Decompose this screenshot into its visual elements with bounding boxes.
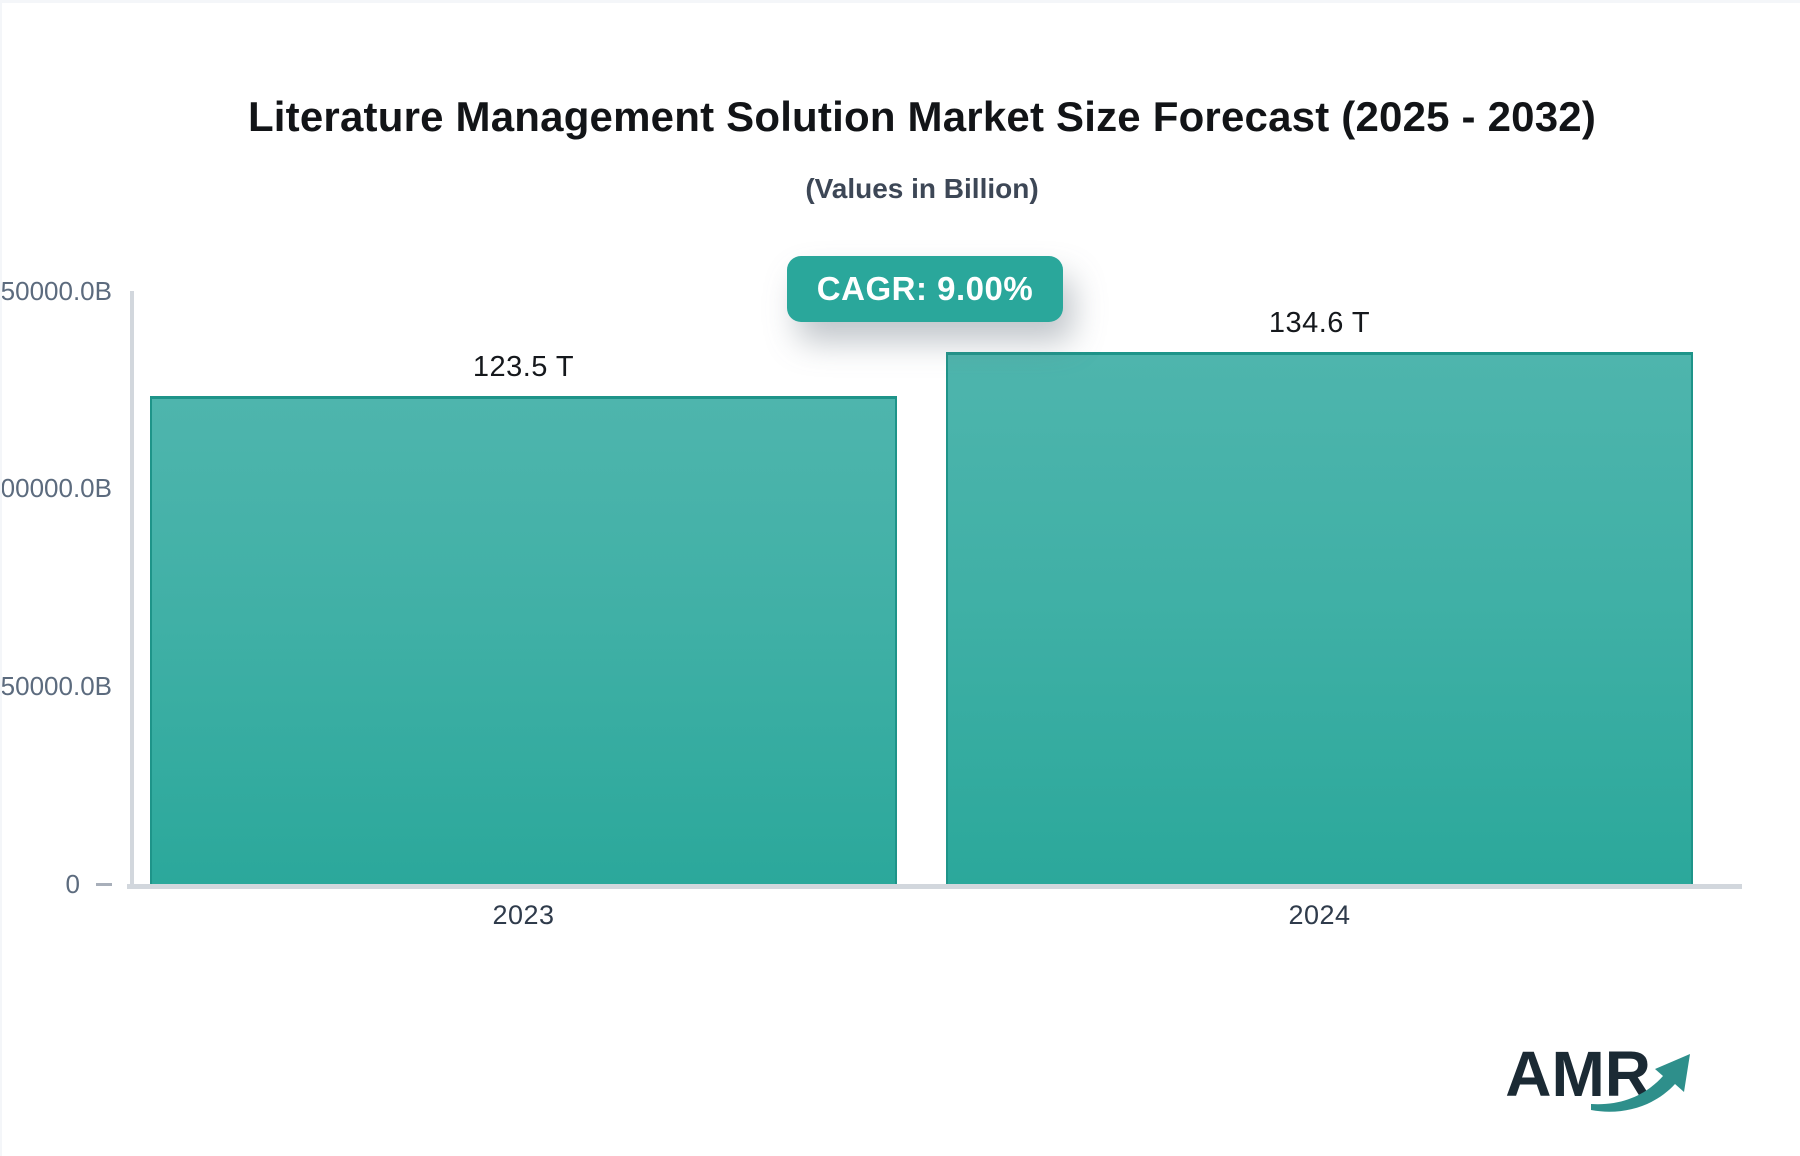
y-tick-50000: 50000.0B bbox=[0, 670, 112, 702]
trend-up-arrow-icon bbox=[1591, 1054, 1690, 1112]
bar-2023[interactable] bbox=[150, 396, 897, 884]
y-tick-0: 0 bbox=[0, 868, 112, 900]
y-tick-label: 150000.0B bbox=[0, 276, 112, 306]
cagr-badge: CAGR: 9.00% bbox=[787, 256, 1063, 322]
chart-subtitle: (Values in Billion) bbox=[805, 173, 1039, 204]
bar-value-label-2023: 123.5 T bbox=[472, 351, 575, 383]
bar-group-2024: 134.6 T 2024 bbox=[946, 0, 1693, 1156]
y-tick-label: 0 bbox=[65, 869, 80, 899]
bar-value-label-2024: 134.6 T bbox=[1268, 307, 1371, 339]
amr-logo-text: AMR bbox=[1505, 1038, 1651, 1110]
y-axis-line bbox=[130, 291, 134, 889]
y-tick-label: 50000.0B bbox=[0, 671, 112, 701]
bar-2024[interactable] bbox=[946, 352, 1693, 884]
y-tick-150000: 150000.0B bbox=[0, 275, 112, 307]
y-tick-100000: 100000.0B bbox=[0, 472, 112, 504]
x-axis-line bbox=[127, 884, 1742, 889]
x-tick-label-2023: 2023 bbox=[492, 900, 555, 930]
y-tick-mark bbox=[96, 882, 112, 886]
bar-group-2023: 123.5 T 2023 bbox=[150, 0, 897, 1156]
amr-logo: AMR bbox=[1505, 1038, 1697, 1112]
chart-title: Literature Management Solution Market Si… bbox=[247, 93, 1597, 140]
y-tick-label: 100000.0B bbox=[0, 473, 112, 503]
x-tick-label-2024: 2024 bbox=[1288, 900, 1351, 930]
